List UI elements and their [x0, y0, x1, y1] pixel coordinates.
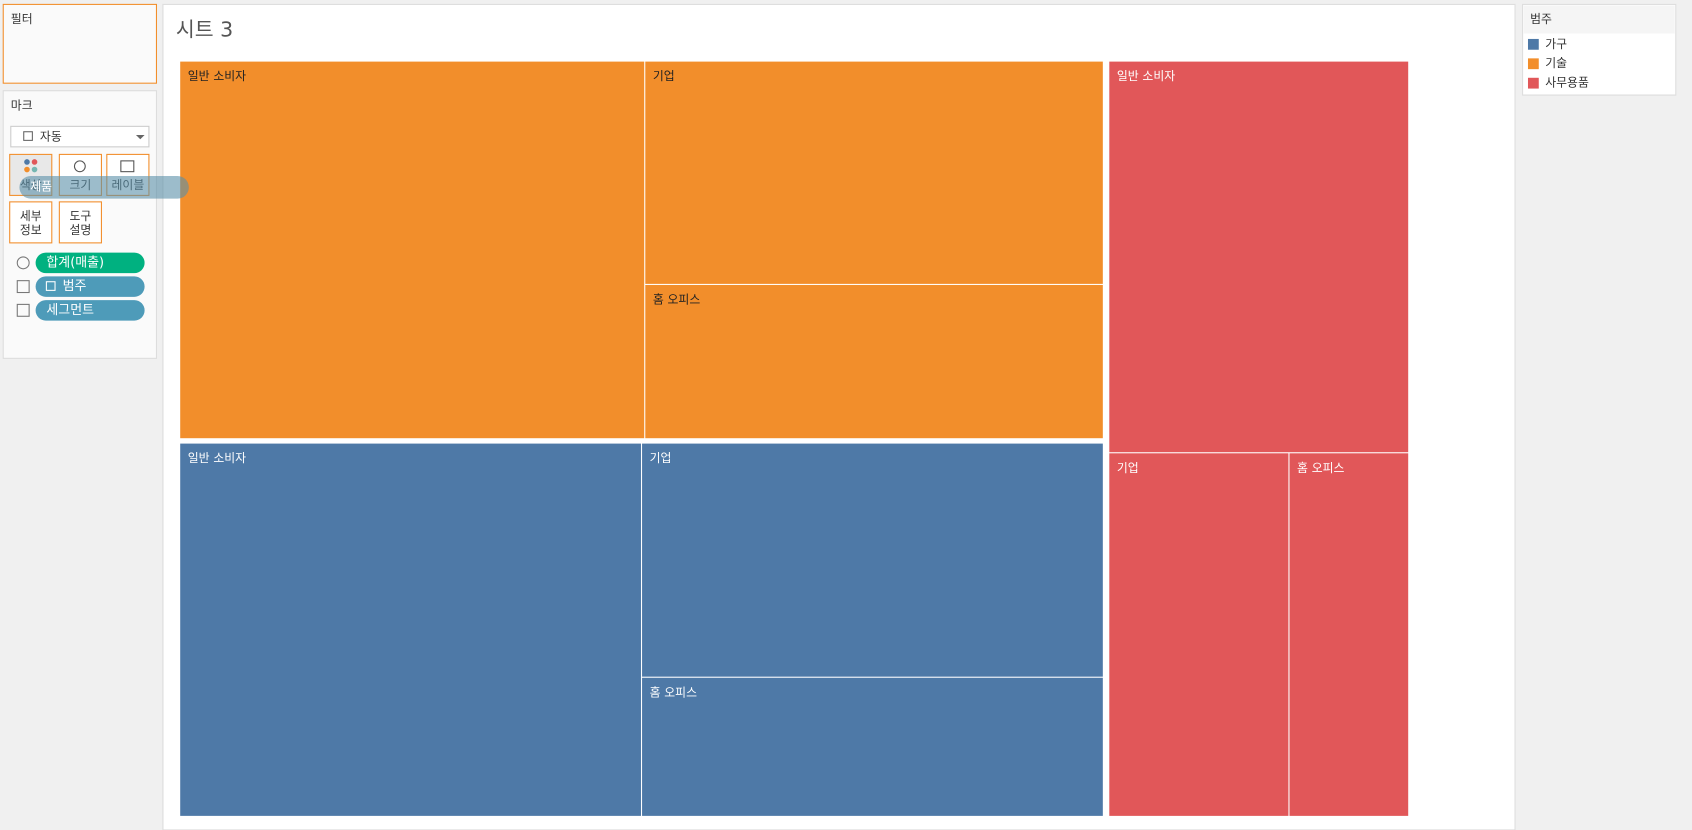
pill[interactable]	[35, 276, 145, 297]
color-icon-dot	[31, 159, 38, 165]
filter-title: 필터	[11, 12, 33, 26]
tile-label: 기업	[1117, 461, 1139, 475]
size-icon	[73, 160, 86, 173]
mark-button-label: 도구 설명	[69, 208, 91, 236]
pill-icon	[16, 256, 30, 270]
color-icon-dot	[24, 166, 30, 173]
pill-label: 합계(매출)	[46, 255, 104, 270]
pill[interactable]	[35, 300, 145, 321]
treemap-tile[interactable]	[1109, 453, 1289, 816]
label-icon	[120, 160, 135, 173]
mark-button-label: 세부 정보	[20, 208, 42, 236]
pill-label: 범주	[63, 279, 87, 294]
treemap-tile[interactable]	[642, 443, 1103, 677]
tile-label: 일반 소비자	[1117, 69, 1175, 83]
legend-title: 범주	[1530, 12, 1552, 26]
legend-label[interactable]: 기술	[1545, 56, 1567, 70]
tile-label: 기업	[650, 451, 672, 465]
pill-plus	[45, 281, 56, 291]
legend-label[interactable]: 사무용품	[1545, 76, 1589, 90]
pill-icon	[16, 280, 30, 294]
sheet-title: 시트 3	[176, 17, 233, 41]
drag-pill-label: 제품	[30, 179, 52, 193]
pill-icon	[16, 303, 30, 317]
pill-label: 세그먼트	[46, 303, 94, 318]
tile-label: 홈 오피스	[1297, 461, 1345, 475]
legend-label[interactable]: 가구	[1545, 37, 1567, 51]
dropdown-arrow	[135, 134, 145, 140]
mark-button[interactable]	[58, 201, 102, 244]
color-icon-dot	[24, 159, 30, 165]
treemap-tile[interactable]	[645, 284, 1103, 439]
drag-pill	[19, 175, 189, 199]
legend-swatch	[1527, 77, 1539, 89]
mark-button[interactable]	[9, 201, 53, 244]
treemap-tile[interactable]	[180, 61, 645, 439]
mark-type-icon	[23, 131, 33, 141]
tile-label: 홈 오피스	[650, 685, 698, 699]
filter-shelf[interactable]	[2, 3, 158, 84]
mark-type-dropdown[interactable]	[10, 125, 150, 148]
treemap-tile[interactable]	[1289, 453, 1409, 816]
color-icon-dot	[31, 166, 38, 173]
legend-swatch	[1527, 58, 1539, 70]
treemap-tile[interactable]	[642, 677, 1103, 816]
marks-title: 마크	[11, 98, 33, 112]
mark-type: 자동	[40, 130, 62, 144]
tile-label: 일반 소비자	[188, 451, 246, 465]
legend-swatch	[1527, 38, 1539, 50]
treemap-tile[interactable]	[180, 443, 641, 816]
tile-label: 홈 오피스	[653, 293, 701, 307]
tile-label: 기업	[653, 69, 675, 83]
treemap-tile[interactable]	[1109, 61, 1409, 453]
pill[interactable]	[35, 252, 145, 274]
tile-label: 일반 소비자	[188, 69, 246, 83]
legend-header	[1523, 5, 1675, 34]
treemap-tile[interactable]	[645, 61, 1103, 284]
